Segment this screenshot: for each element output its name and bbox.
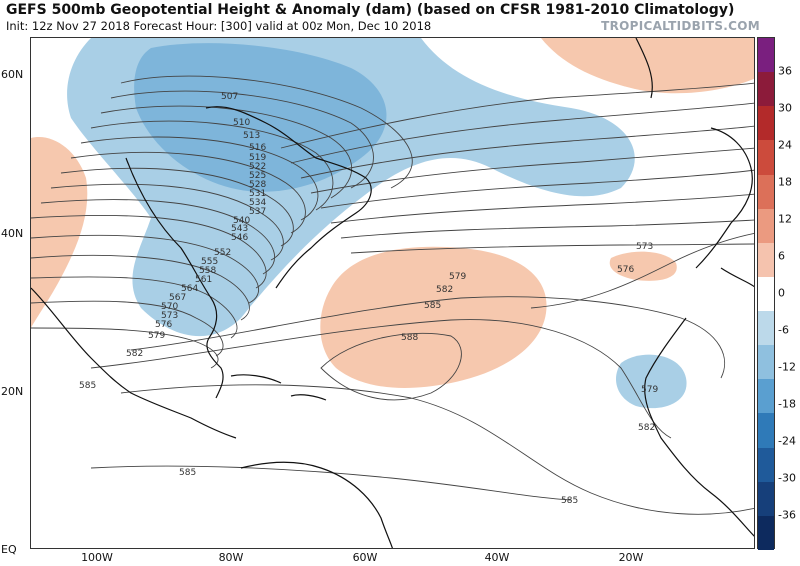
- contour-label: 585: [79, 381, 96, 391]
- contour-label: 579: [449, 272, 466, 282]
- lon-label-80w: 80W: [218, 551, 244, 564]
- contour-label: 582: [436, 285, 453, 295]
- map-panel: 507 510 513 516 519 522 525 528 531 534 …: [30, 37, 755, 549]
- colorbar-segment: [758, 208, 774, 244]
- positive-anomaly-west: [31, 137, 88, 328]
- chart-subtitle: Init: 12z Nov 27 2018 Forecast Hour: [30…: [6, 19, 432, 33]
- contour-label: 576: [155, 320, 172, 330]
- contour-label: 534: [249, 198, 266, 208]
- colorbar-tick-label: 0: [778, 286, 785, 300]
- contour-label: 585: [179, 468, 196, 478]
- contour-label: 588: [401, 333, 418, 343]
- height-contours: [31, 75, 754, 515]
- contour-label: 579: [148, 331, 165, 341]
- contour-label: 531: [249, 189, 266, 199]
- colorbar-tick-label: -18: [778, 397, 796, 411]
- contour-label: 540: [233, 216, 250, 226]
- colorbar-segment: [758, 379, 774, 414]
- lat-label-20n: 20N: [1, 385, 24, 398]
- lon-label-20w: 20W: [618, 551, 644, 564]
- chart-title: GEFS 500mb Geopotential Height & Anomaly…: [6, 2, 735, 18]
- contour-label: 507: [221, 92, 238, 102]
- lon-label-100w: 100W: [81, 551, 113, 564]
- contour-label: 582: [638, 423, 655, 433]
- contour-label-stack-north: 507 510 513 516 519 522 525 528 531 534 …: [221, 92, 266, 243]
- contour-label-stack-south: 552 555 558 561 564 567 570 573 576 579 …: [79, 248, 231, 391]
- map-canvas: 507 510 513 516 519 522 525 528 531 534 …: [31, 38, 754, 548]
- colorbar-tick-label: 30: [778, 101, 792, 115]
- contour-label: 573: [636, 242, 653, 252]
- colorbar-segment: [758, 515, 774, 551]
- colorbar-tick-label: -12: [778, 360, 796, 374]
- colorbar-segment: [758, 140, 774, 176]
- contour-label: 564: [181, 284, 198, 294]
- colorbar-segment: [758, 276, 774, 312]
- lat-label-60n: 60N: [1, 68, 24, 81]
- contour-label: 552: [214, 248, 231, 258]
- colorbar-tick-label: 18: [778, 175, 792, 189]
- contour-label: 510: [233, 118, 250, 128]
- colorbar-tick-label: 36: [778, 64, 792, 78]
- negative-anomaly-africa: [616, 354, 687, 409]
- contour-label: 546: [231, 233, 248, 243]
- contour-label: 525: [249, 171, 266, 181]
- anomaly-colorbar: [757, 37, 775, 551]
- colorbar-segment: [758, 242, 774, 278]
- contour-label: 570: [161, 302, 178, 312]
- coastlines: [31, 38, 754, 548]
- contour-label: 582: [126, 349, 143, 359]
- contour-labels-other: 573 576 579 582 585 588 579 582 585 585: [179, 242, 658, 506]
- colorbar-tick-label: -6: [778, 323, 789, 337]
- colorbar-tick-label: -36: [778, 508, 796, 522]
- colorbar-tick-label: 24: [778, 138, 792, 152]
- negative-anomaly-core: [134, 43, 387, 192]
- colorbar-tick-label: 6: [778, 249, 785, 263]
- colorbar-segment: [758, 106, 774, 141]
- contour-label: 573: [161, 311, 178, 321]
- lon-label-40w: 40W: [484, 551, 510, 564]
- contour-label: 561: [195, 275, 212, 285]
- contour-label: 528: [249, 180, 266, 190]
- colorbar-segment: [758, 413, 774, 449]
- positive-anomaly-east: [609, 251, 677, 281]
- contour-label: 519: [249, 153, 266, 163]
- contour-label: 513: [243, 131, 260, 141]
- colorbar-segment: [758, 481, 774, 517]
- brand-watermark[interactable]: TROPICALTIDBITS.COM: [601, 19, 760, 33]
- colorbar-tick-label: 12: [778, 212, 792, 226]
- positive-anomaly-north: [541, 38, 754, 94]
- lat-label-eq: EQ: [1, 543, 17, 556]
- lat-label-40n: 40N: [1, 227, 24, 240]
- positive-anomaly-mid-atlantic: [320, 246, 547, 388]
- colorbar-segment: [758, 345, 774, 380]
- colorbar-segment: [758, 311, 774, 346]
- colorbar-segment: [758, 38, 774, 73]
- colorbar-segment: [758, 174, 774, 210]
- contour-label: 576: [617, 265, 634, 275]
- contour-label: 537: [249, 207, 266, 217]
- contour-label: 558: [199, 266, 216, 276]
- colorbar-tick-label: -24: [778, 434, 796, 448]
- colorbar-segment: [758, 447, 774, 483]
- colorbar-tick-label: -30: [778, 471, 796, 485]
- lon-label-60w: 60W: [352, 551, 378, 564]
- colorbar-segment: [758, 72, 774, 107]
- contour-label: 585: [561, 496, 578, 506]
- contour-label: 567: [169, 293, 186, 303]
- contour-label: 555: [201, 257, 218, 267]
- contour-label: 579: [641, 385, 658, 395]
- contour-label: 522: [249, 162, 266, 172]
- contour-label: 585: [424, 301, 441, 311]
- contour-label: 516: [249, 143, 266, 153]
- contour-label: 543: [231, 224, 248, 234]
